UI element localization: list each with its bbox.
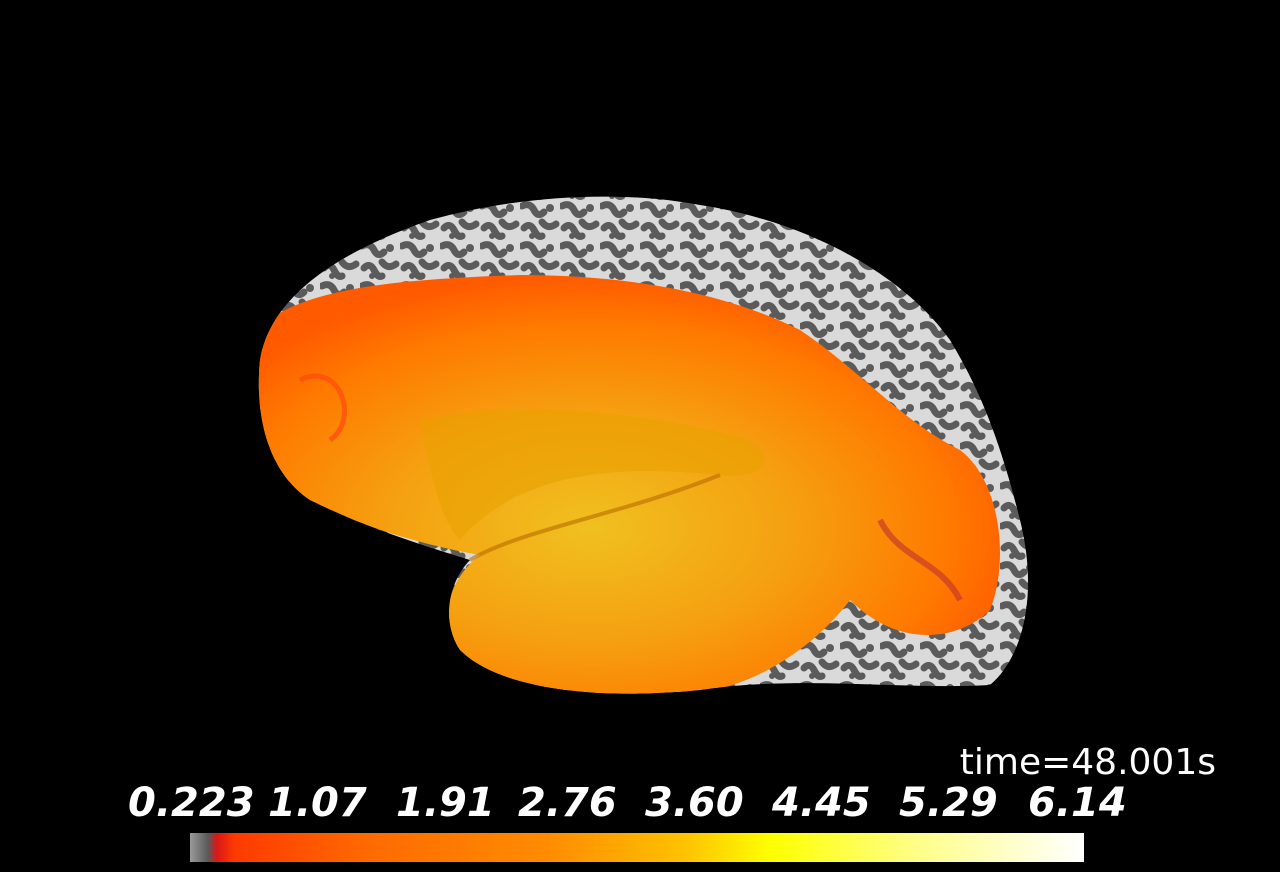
colorbar-tick: 0.223 <box>128 780 255 826</box>
colorbar-tick: 5.29 <box>899 780 998 826</box>
colorbar-tick: 4.45 <box>772 780 871 826</box>
activation-region <box>258 275 1000 694</box>
colorbar <box>190 833 1084 862</box>
colorbar-tick: 1.07 <box>268 780 367 826</box>
sylvian-fissure <box>420 409 765 540</box>
colorbar-tick: 3.60 <box>645 780 744 826</box>
colorbar-tick: 6.14 <box>1028 780 1127 826</box>
colorbar-tick: 1.91 <box>396 780 495 826</box>
time-label: time=48.001s <box>959 742 1216 783</box>
colorbar-tick: 2.76 <box>518 780 617 826</box>
cortex-surface <box>258 196 1029 694</box>
colorbar-tick-labels: 0.223 1.07 1.91 2.76 3.60 4.45 5.29 6.14 <box>128 780 1128 830</box>
